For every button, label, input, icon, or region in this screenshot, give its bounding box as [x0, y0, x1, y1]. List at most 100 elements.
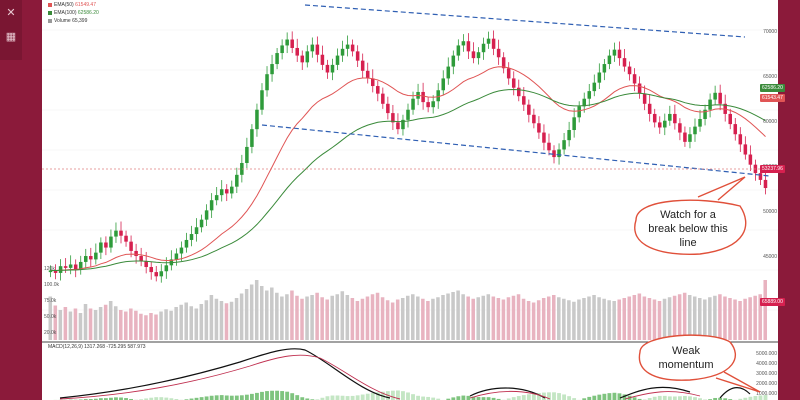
volume-bar: [300, 298, 304, 340]
candle-body: [668, 113, 672, 121]
macd-histogram-bar: [320, 397, 325, 400]
candle-body: [748, 154, 753, 165]
macd-histogram-bar: [224, 395, 229, 400]
volume-bar: [330, 295, 334, 340]
axis-tick-label: 4000.000: [756, 361, 777, 367]
axis-tick-label: 3000.000: [756, 371, 777, 377]
volume-bar: [672, 295, 677, 340]
candle-body: [250, 129, 254, 147]
candle-body: [199, 219, 204, 228]
volume-bar: [743, 298, 747, 340]
legend-ema100-label: EMA(100): [54, 10, 77, 16]
volume-bar: [627, 296, 632, 340]
volume-bar: [118, 310, 123, 340]
macd-histogram-bar: [647, 398, 652, 400]
volume-bar: [139, 313, 143, 340]
macd-histogram-bar: [411, 394, 415, 400]
volume-bar: [642, 296, 647, 340]
macd-histogram-bar: [516, 396, 521, 400]
macd-histogram-bar: [396, 390, 400, 400]
volume-bar: [149, 313, 153, 340]
macd-histogram-bar: [204, 396, 209, 400]
volume-bar: [244, 289, 249, 340]
volume-bar: [285, 294, 289, 340]
momentum-note-line-1: Weak: [672, 345, 700, 357]
macd-histogram-bar: [572, 398, 577, 400]
macd-histogram-bar: [365, 393, 370, 400]
volume-bar: [395, 299, 400, 340]
macd-histogram-bar: [688, 396, 692, 400]
candle-body: [224, 189, 229, 194]
candle-body: [144, 261, 148, 268]
macd-histogram-bar: [265, 391, 269, 400]
candle-body: [763, 179, 768, 189]
macd-histogram-bar: [652, 396, 657, 400]
volume-bar: [400, 298, 405, 340]
macd-histogram-bar: [677, 396, 682, 400]
candle-body: [48, 270, 53, 273]
volume-bar: [98, 307, 103, 340]
volume-bar: [315, 292, 319, 340]
candle-body: [315, 44, 320, 55]
candle-body: [577, 106, 581, 118]
volume-bar: [375, 292, 380, 340]
candle-body: [466, 41, 471, 52]
macd-histogram-bar: [662, 395, 667, 400]
candle-body: [119, 230, 123, 236]
axis-tick-label: 2000.000: [756, 381, 777, 387]
volume-bar: [164, 309, 168, 340]
macd-histogram-bar: [562, 394, 567, 400]
macd-histogram-bar: [280, 391, 285, 400]
volume-bar: [249, 284, 254, 340]
macd-histogram-bar: [637, 398, 642, 400]
candle-body: [446, 66, 451, 79]
macd-signal-line: [59, 354, 701, 400]
legend-ema100: EMA(100) 62586.20: [46, 10, 101, 17]
macd-histogram-bar: [582, 398, 587, 400]
candle-body: [547, 142, 551, 151]
volume-bar: [421, 298, 425, 340]
volume-bar: [209, 295, 214, 340]
candle-body: [431, 101, 435, 108]
ema100-badge: 62586.20: [760, 84, 785, 92]
grid-icon[interactable]: ▦: [5, 31, 17, 43]
macd-histogram-bar: [526, 394, 531, 400]
macd-histogram-bar: [436, 398, 441, 400]
candle-body: [557, 149, 561, 158]
candle-body: [129, 241, 133, 251]
volume-bar: [441, 295, 445, 340]
macd-histogram-bar: [456, 396, 461, 400]
ema100-swatch: [48, 10, 52, 15]
macd-histogram-bar: [471, 396, 476, 400]
crosshair-icon[interactable]: ✕: [6, 7, 16, 19]
candle-body: [678, 123, 682, 133]
volume-bar: [320, 297, 324, 340]
candle-body: [713, 92, 717, 100]
candle-body: [471, 51, 476, 59]
volume-bar: [592, 295, 596, 340]
candle-body: [280, 45, 284, 54]
candle-body: [391, 113, 395, 123]
volume-bar: [551, 295, 556, 340]
candle-body: [657, 122, 662, 128]
candle-body: [401, 119, 405, 130]
volume-bar: [622, 298, 627, 340]
break-note-line-3: line: [679, 237, 696, 249]
macd-histogram-bar: [285, 391, 290, 400]
candle-body: [637, 83, 642, 94]
volume-bar: [370, 294, 375, 340]
candle-body: [84, 256, 88, 262]
volume-bar: [365, 296, 370, 340]
macd-histogram-bar: [738, 398, 743, 400]
channel-bottom-line: [261, 124, 771, 177]
volume-bar: [431, 298, 435, 340]
candle-body: [53, 270, 58, 273]
macd-histogram-bar: [713, 397, 718, 400]
legend-macd-label: MACD(12,26,9): [48, 344, 83, 350]
macd-histogram: [53, 390, 768, 400]
macd-histogram-bar: [416, 395, 420, 400]
candle-body: [622, 58, 627, 67]
volume-bar: [476, 297, 481, 340]
candle-body: [698, 119, 702, 127]
